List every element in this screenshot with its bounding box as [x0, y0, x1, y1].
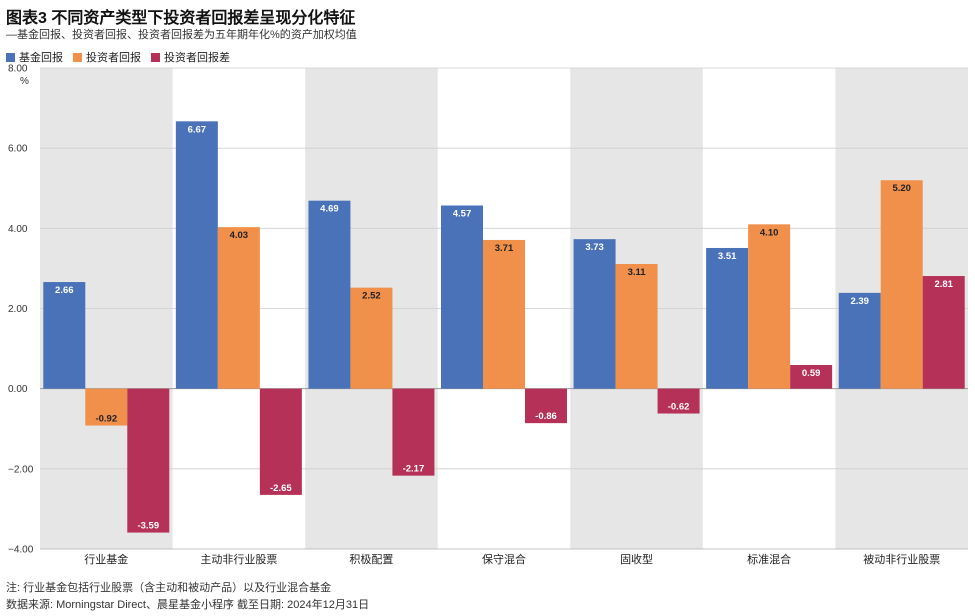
data-label: 3.51: [718, 251, 737, 262]
legend-item-investor: 投资者回报: [73, 49, 141, 65]
data-label: 0.59: [802, 368, 821, 379]
bar-investor: [880, 180, 923, 389]
x-tick-label: 被动非行业股票: [863, 553, 940, 566]
y-tick-label: 8.00: [8, 64, 28, 75]
data-label: 4.69: [320, 204, 339, 215]
y-tick-label: 2.00: [8, 304, 28, 315]
y-tick-label: 6.00: [8, 144, 28, 155]
bar-fund: [175, 121, 218, 389]
data-label: 2.52: [362, 291, 381, 302]
data-label: -2.65: [270, 483, 292, 494]
data-label: -0.62: [668, 402, 690, 413]
bar-gap: [259, 388, 302, 495]
legend-item-gap: 投资者回报差: [151, 49, 230, 65]
data-label: -0.92: [95, 414, 117, 425]
x-tick-label: 行业基金: [84, 552, 128, 566]
legend-label-fund: 基金回报: [19, 52, 63, 64]
bar-fund: [706, 247, 749, 389]
y-tick-label: −4.00: [8, 545, 34, 556]
y-tick-label: 4.00: [8, 224, 28, 235]
bar-gap: [525, 388, 567, 424]
legend-label-investor: 投资者回报: [86, 52, 141, 64]
x-tick-label: 保守混合: [482, 552, 526, 566]
data-label: 4.10: [760, 227, 779, 238]
bar-investor: [483, 239, 525, 389]
bar-investor: [217, 227, 260, 389]
chart-subtitle: —基金回报、投资者回报、投资者回报差为五年期年化%的资产加权均值: [6, 29, 357, 41]
x-tick-label: 主动非行业股票: [200, 553, 277, 566]
legend-label-gap: 投资者回报差: [164, 52, 230, 64]
y-tick-label: −2.00: [8, 464, 34, 475]
bar-fund: [43, 282, 86, 389]
data-label: 3.71: [495, 243, 514, 254]
bar-fund: [573, 239, 616, 389]
y-unit-label: %: [20, 76, 29, 87]
data-label: -0.86: [535, 411, 557, 422]
bar-gap: [127, 388, 170, 533]
legend-swatch-gap: [151, 52, 160, 62]
data-label: 2.39: [850, 296, 869, 307]
data-label: -3.59: [137, 521, 159, 532]
data-label: 4.03: [230, 230, 249, 241]
bar-investor: [85, 388, 128, 426]
legend: 基金回报 投资者回报 投资者回报差: [6, 49, 230, 65]
data-label: 2.66: [55, 285, 74, 296]
bar-gap: [790, 365, 833, 389]
data-label: 4.57: [453, 208, 472, 219]
bar-fund: [441, 205, 483, 389]
chart-title: 图表3 不同资产类型下投资者回报差呈现分化特征: [6, 10, 356, 27]
legend-swatch-investor: [73, 52, 82, 62]
data-label: 5.20: [892, 183, 911, 194]
data-source: 数据来源: Morningstar Direct、晨星基金小程序 截至日期: 2…: [6, 599, 370, 611]
legend-swatch-fund: [6, 52, 15, 62]
data-label: 6.67: [188, 124, 207, 135]
bar-gap: [392, 388, 435, 476]
x-tick-label: 固收型: [620, 552, 653, 566]
data-label: 3.73: [585, 242, 604, 253]
bar-investor: [615, 264, 658, 389]
legend-item-fund: 基金回报: [6, 49, 63, 65]
bar-fund: [308, 200, 351, 389]
bar-gap: [922, 276, 965, 389]
bar-gap: [657, 388, 700, 414]
bar-fund: [838, 292, 881, 389]
data-label: -2.17: [403, 464, 425, 475]
y-tick-label: 0.00: [8, 384, 28, 395]
bar-investor: [350, 287, 393, 389]
x-tick-label: 积极配置: [349, 552, 393, 566]
x-tick-label: 标准混合: [747, 552, 791, 566]
data-label: 3.11: [628, 267, 647, 278]
footnote: 注: 行业基金包括行业股票（含主动和被动产品）以及行业混合基金: [6, 582, 332, 594]
data-label: 2.81: [934, 279, 953, 290]
bar-investor: [748, 224, 791, 389]
